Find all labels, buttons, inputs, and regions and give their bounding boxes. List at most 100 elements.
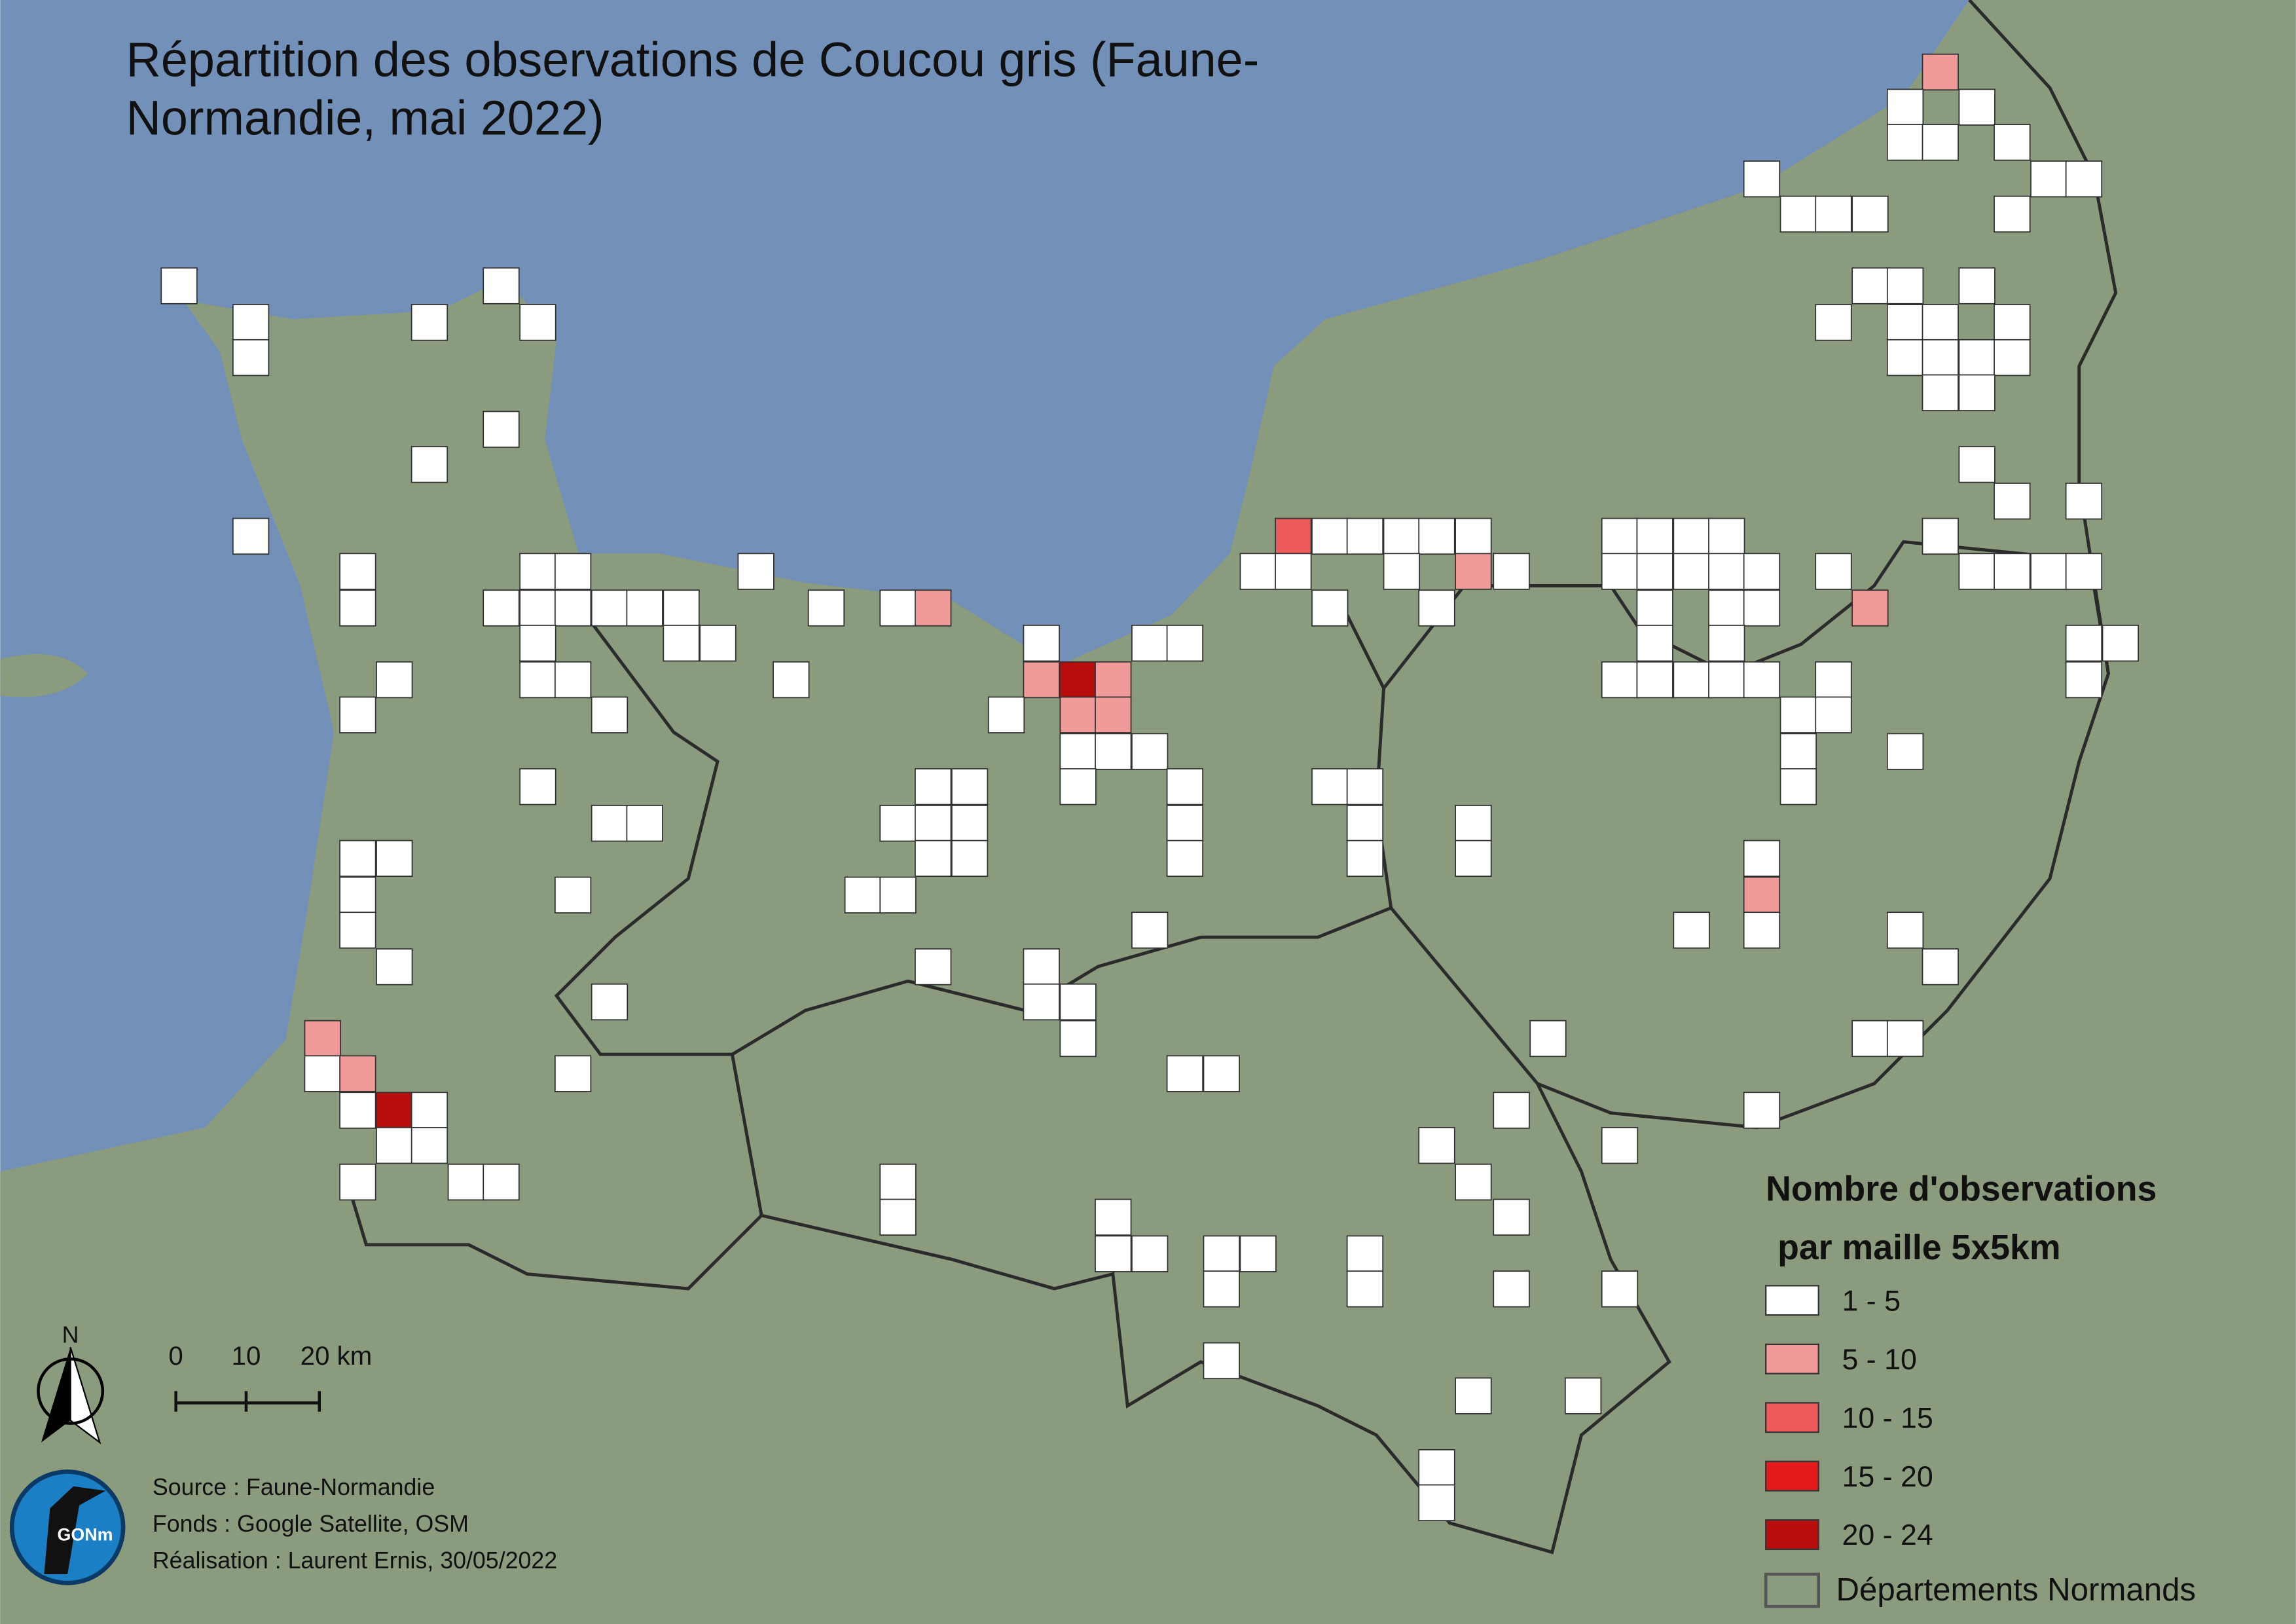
grid-cell [1815,661,1852,699]
grid-cell [1958,267,1995,304]
grid-cell [1601,1270,1639,1308]
grid-cell [1493,553,1530,590]
grid-cell [1886,1020,1924,1058]
grid-cell [519,304,556,341]
grid-cell [626,805,663,842]
north-label: N [62,1322,79,1348]
credit: Réalisation : Laurent Ernis, 30/05/2022 [153,1547,557,1574]
grid-cell [915,948,952,986]
grid-cell [1095,1235,1132,1272]
grid-cell [376,1127,413,1164]
grid-cell [1455,840,1492,877]
grid-cell [591,805,629,842]
grid-cell [1708,661,1745,699]
grid-cell [1059,661,1097,699]
grid-cell [1708,553,1745,590]
legend: 1 - 5 5 - 10 10 - 15 15 - 20 20 - 24 [1765,1285,1933,1551]
grid-cell [1203,1270,1240,1308]
grid-cell [807,589,845,627]
grid-cell [663,589,700,627]
grid-cell [1779,195,1817,233]
grid-cell [2030,160,2068,198]
credit: Source : Faune-Normandie [153,1474,435,1500]
grid-cell [2065,553,2103,590]
grid-cell [519,553,556,590]
scale-bar: 0 10 20 km [168,1341,372,1412]
grid-cell [1311,517,1349,555]
grid-cell [1673,553,1710,590]
grid-cell [987,696,1025,733]
grid-cell [1203,1342,1240,1380]
grid-cell [1779,696,1817,733]
grid-cell [1636,661,1673,699]
grid-cell [1636,553,1673,590]
grid-cell [951,768,989,805]
grid-cell [1601,553,1639,590]
grid-cell [1275,517,1312,555]
grid-cell [1779,733,1817,770]
grid-cell [410,1092,448,1129]
grid-cell [1743,840,1781,877]
grid-cell [1275,553,1312,590]
grid-cell [339,1163,376,1201]
logo: GONm [9,1469,126,1585]
legend-swatch [1765,1460,1819,1492]
grid-cell [1346,805,1384,842]
grid-cell [951,840,989,877]
grid-cell [591,696,629,733]
grid-cell [483,1163,520,1201]
title: Répartition des observations de Coucou g… [126,32,1260,86]
grid-cell [1166,624,1204,662]
grid-cell [1886,912,1924,949]
grid-cell [1994,124,2031,161]
grid-cell [879,589,917,627]
grid-cell [951,805,989,842]
grid-cell [1886,733,1924,770]
grid-cell [1095,696,1132,733]
grid-cell [1708,624,1745,662]
legend-label: 10 - 15 [1842,1402,1933,1434]
grid-cell [483,267,520,304]
grid-cell [339,589,376,627]
grid-cell [1636,589,1673,627]
grid-cell [519,589,556,627]
legend-swatch [1765,1285,1819,1316]
legend-label: Départements Normands [1836,1572,2196,1608]
grid-cell [376,661,413,699]
grid-cell [737,553,774,590]
grid-cell [1994,483,2031,520]
grid-cell [1311,589,1349,627]
grid-cell [1673,517,1710,555]
grid-cell [1743,661,1781,699]
grid-cell [1922,374,1959,411]
grid-cell [1095,1198,1132,1236]
grid-cell [1203,1055,1240,1092]
grid-cell [1346,517,1384,555]
grid-cell [1922,53,1959,91]
grid-cell [1636,517,1673,555]
grid-cell [519,661,556,699]
grid-cell [1455,1163,1492,1201]
grid-cells [160,53,2139,1522]
grid-cell [1311,768,1349,805]
grid-cell [410,304,448,341]
grid-cell [1095,733,1132,770]
grid-cell [1166,840,1204,877]
grid-cell [1059,696,1097,733]
grid-cell [1958,553,1995,590]
grid-cell [1493,1092,1530,1129]
grid-cell [1418,517,1455,555]
grid-cell [339,696,376,733]
grid-cell [1958,88,1995,126]
grid-cell [1743,876,1781,913]
grid-cell [1673,912,1710,949]
grid-cell [339,1055,376,1092]
grid-cell [1815,304,1852,341]
grid-cell [339,912,376,949]
grid-cell [879,876,917,913]
legend-swatch [1765,1343,1819,1375]
grid-cell [1418,1484,1455,1522]
grid-cell [591,983,629,1021]
grid-cell [519,624,556,662]
